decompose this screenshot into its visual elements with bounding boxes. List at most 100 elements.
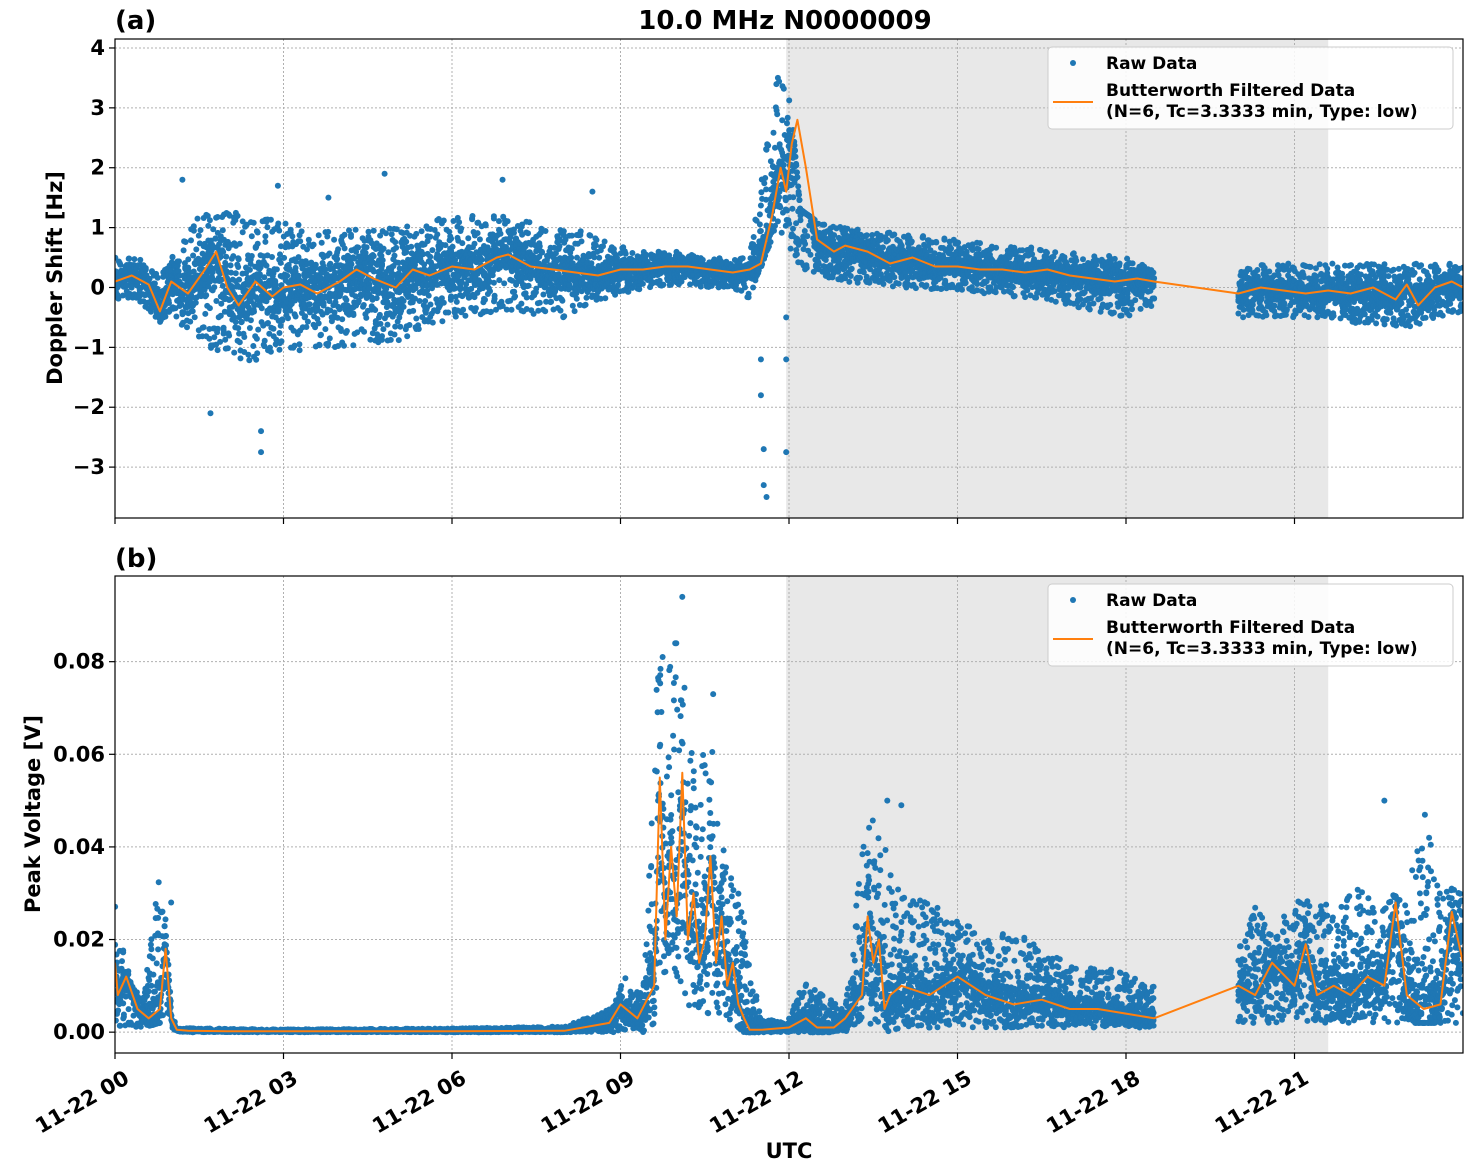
raw-data-point	[583, 294, 590, 301]
raw-data-point	[137, 256, 144, 263]
raw-data-point	[777, 204, 784, 211]
raw-data-point	[276, 330, 283, 336]
raw-data-point	[750, 284, 757, 291]
raw-data-point	[206, 305, 213, 312]
raw-data-point	[295, 272, 302, 279]
raw-data-point	[780, 162, 787, 168]
raw-data-point	[239, 229, 246, 236]
raw-data-point	[254, 240, 261, 247]
raw-data-point	[496, 218, 502, 225]
raw-data-point	[540, 291, 547, 298]
raw-data-point	[276, 346, 283, 353]
raw-data-point	[787, 245, 794, 252]
raw-data-point	[790, 194, 797, 201]
raw-data-point	[223, 253, 230, 260]
raw-data-point	[226, 332, 233, 339]
raw-data-point	[251, 308, 257, 315]
raw-data-point	[404, 333, 411, 340]
raw-data-point	[416, 298, 423, 304]
raw-data-point	[370, 268, 377, 275]
raw-data-point	[246, 266, 253, 273]
raw-data-point	[923, 282, 930, 289]
raw-data-point	[452, 313, 459, 320]
raw-data-point	[285, 315, 291, 322]
raw-data-point	[355, 244, 362, 251]
raw-data-point	[593, 237, 600, 243]
raw-data-point	[343, 297, 350, 303]
raw-data-point	[275, 220, 282, 227]
raw-data-point	[326, 250, 333, 257]
raw-data-point	[203, 292, 210, 299]
raw-data-point	[248, 253, 255, 259]
raw-data-point	[348, 231, 354, 238]
raw-data-point	[439, 318, 446, 325]
raw-data-point	[363, 244, 370, 251]
raw-data-point	[453, 298, 460, 305]
raw-data-point	[383, 285, 390, 292]
raw-data-point	[784, 114, 791, 121]
raw-data-point	[469, 213, 476, 219]
raw-data-point	[482, 296, 488, 303]
raw-data-point	[757, 228, 764, 234]
raw-data-point	[880, 244, 886, 251]
raw-data-point	[254, 350, 261, 357]
raw-data-point	[410, 307, 417, 314]
raw-data-point	[476, 236, 483, 243]
raw-data-point	[396, 314, 403, 321]
raw-data-point	[569, 302, 576, 309]
raw-data-point	[891, 231, 898, 238]
raw-data-point	[352, 293, 359, 300]
raw-data-point	[400, 303, 407, 310]
raw-data-point	[559, 297, 566, 304]
raw-data-point	[412, 285, 419, 292]
raw-data-point	[866, 279, 873, 286]
raw-data-point	[355, 297, 362, 304]
raw-data-point	[448, 235, 455, 242]
raw-data-point	[427, 253, 434, 260]
raw-data-point	[413, 315, 420, 322]
raw-data-point	[348, 261, 355, 268]
raw-data-point	[250, 219, 257, 226]
raw-data-point	[372, 246, 379, 252]
raw-data-point	[784, 120, 790, 127]
raw-data-point	[756, 211, 763, 218]
raw-data-point	[339, 316, 346, 323]
raw-data-point	[305, 236, 312, 243]
raw-data-point	[895, 280, 902, 287]
raw-data-point	[351, 255, 358, 262]
raw-data-point	[291, 342, 298, 349]
raw-data-point	[253, 356, 260, 363]
raw-data-point	[373, 295, 380, 302]
raw-data-point	[418, 228, 425, 235]
raw-data-point	[264, 252, 271, 259]
raw-data-point	[298, 228, 305, 235]
raw-data-point	[757, 202, 764, 209]
raw-data-point	[126, 255, 133, 262]
raw-data-point	[200, 324, 207, 331]
raw-data-point	[962, 279, 969, 286]
raw-data-point	[482, 222, 489, 229]
raw-data-point	[491, 292, 498, 299]
raw-data-point	[610, 246, 617, 252]
raw-data-point	[622, 250, 629, 257]
raw-data-point	[193, 246, 200, 253]
raw-data-point	[568, 245, 575, 252]
raw-data-point	[920, 233, 927, 240]
raw-data-point	[117, 261, 124, 268]
raw-data-point	[220, 324, 227, 331]
raw-data-point	[195, 232, 202, 239]
raw-data-point	[287, 307, 294, 314]
raw-data-point	[384, 301, 391, 308]
raw-data-point	[539, 249, 545, 256]
raw-data-point	[303, 324, 310, 330]
raw-data-point	[497, 230, 504, 237]
raw-data-point	[173, 313, 180, 320]
raw-data-point	[214, 214, 221, 220]
raw-data-point	[367, 336, 374, 343]
raw-data-point	[487, 288, 493, 295]
raw-data-point	[267, 216, 274, 223]
raw-data-point	[297, 238, 304, 245]
raw-data-a	[115, 74, 1463, 501]
raw-data-point	[151, 280, 158, 287]
raw-data-point	[465, 235, 472, 242]
